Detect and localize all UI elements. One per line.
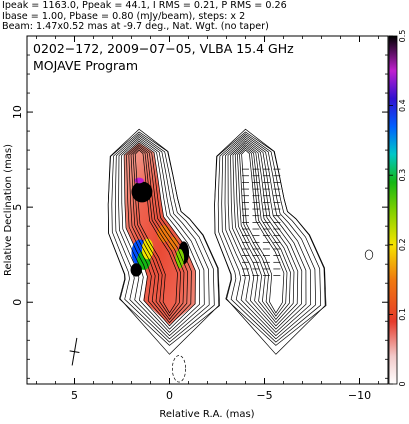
colorbar-tick-label: 0.2 xyxy=(398,238,407,251)
contour-line xyxy=(239,147,288,317)
x-tick-label: 0 xyxy=(166,389,173,402)
axes: 5 0 −5 −10 0 5 10 xyxy=(11,36,388,402)
panel-subtitle: MOJAVE Program xyxy=(33,58,138,73)
polarization-color-blob xyxy=(168,236,179,250)
y-axis-label: Relative Declination (mas) xyxy=(3,144,14,276)
contour-outer xyxy=(214,128,326,355)
header-line-2: Ibase = 1.00, Pbase = 0.80 (mJy/beam), s… xyxy=(2,10,246,22)
colorbar-tick-label: 0.1 xyxy=(398,308,407,321)
polarization-color-blob xyxy=(175,248,185,268)
colorbar-tick-label: 0 xyxy=(398,381,407,386)
beam-symbol xyxy=(69,337,80,366)
contour-line xyxy=(234,144,295,324)
header-line-3: Beam: 1.47x0.52 mas at -9.7 deg., Nat. W… xyxy=(2,21,269,32)
negative-contour xyxy=(172,355,187,383)
contour-line xyxy=(221,135,316,340)
y-tick-label: 10 xyxy=(11,105,24,119)
contour-line xyxy=(111,133,215,343)
contour-line xyxy=(132,147,181,317)
contour-line xyxy=(121,138,200,333)
polarization-panel xyxy=(214,128,374,355)
x-tick-label: −5 xyxy=(256,389,272,402)
contour-line xyxy=(217,133,322,343)
colorbar-tick-label: 0.4 xyxy=(398,99,407,112)
colorbar-ticks: 0 0.1 0.2 0.3 0.4 0.5 xyxy=(389,30,407,387)
contour-line xyxy=(232,142,299,327)
x-tick-label: 5 xyxy=(71,389,78,402)
contour-line xyxy=(118,137,205,337)
plot-frame xyxy=(26,35,389,385)
x-tick-label: −10 xyxy=(348,389,371,402)
contour-line xyxy=(227,138,307,333)
colorbar-tick-label: 0.3 xyxy=(398,169,407,182)
header-info: Ipeak = 1163.0, Ppeak = 44.1, I RMS = 0.… xyxy=(2,0,407,32)
contour-outer xyxy=(107,128,220,355)
contour-line xyxy=(134,149,178,314)
contour-line xyxy=(130,146,185,320)
beam-minor-axis xyxy=(69,350,80,353)
polarization-color-blob xyxy=(134,177,144,184)
contour-line xyxy=(214,131,327,346)
y-tick-label: 5 xyxy=(11,204,24,211)
contour-line xyxy=(128,144,188,324)
y-tick-label: 0 xyxy=(11,299,24,306)
contour-line xyxy=(237,146,291,320)
contour-line xyxy=(123,140,196,330)
colorbar xyxy=(388,35,398,385)
contour-line xyxy=(224,137,312,337)
x-axis-label: Relative R.A. (mas) xyxy=(159,409,254,420)
panel-title: 0202−172, 2009−07−05, VLBA 15.4 GHz xyxy=(33,41,294,56)
isolated-contour xyxy=(364,249,374,260)
contour-line xyxy=(114,135,210,340)
contour-line xyxy=(241,149,285,314)
contour-line xyxy=(126,142,192,327)
contour-line xyxy=(107,131,220,346)
total-intensity-panel xyxy=(107,128,220,383)
contour-line xyxy=(230,140,303,330)
header-line-1: Ipeak = 1163.0, Ppeak = 44.1, I RMS = 0.… xyxy=(2,0,287,11)
colorbar-tick-label: 0.5 xyxy=(398,30,407,43)
